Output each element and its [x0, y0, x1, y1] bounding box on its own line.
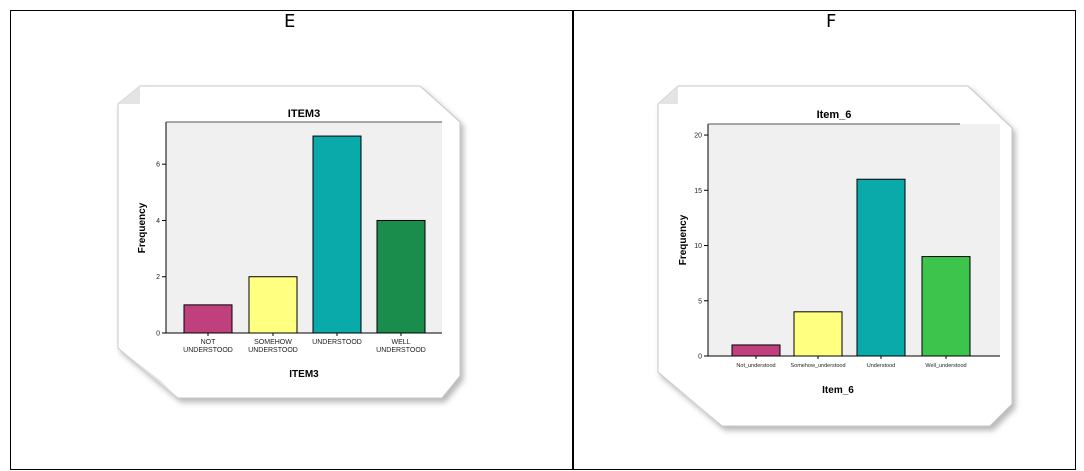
chart-e: ITEM3 Frequency ITEM3 0 2 4 6 NOT UNDERSTOOD… — [117, 85, 461, 399]
chart-e-category-label: SOMEHOW UNDERSTOOD — [248, 339, 298, 354]
chart-e-corner-tl — [118, 86, 140, 104]
chart-e-corner-br — [118, 348, 178, 398]
chart-e-ytick-label: 4 — [156, 218, 160, 225]
chart-f-category-label: Not_understood — [736, 363, 775, 369]
chart-f-category-label: Somehow_understood — [790, 363, 845, 369]
chart-f-bar — [856, 178, 906, 357]
panel-label-f: F — [826, 11, 837, 32]
table-divider — [572, 11, 574, 469]
chart-f-xlabel: Item_6 — [822, 385, 854, 396]
chart-f-bar — [793, 311, 843, 357]
chart-f-bar — [731, 344, 781, 357]
chart-f-corner-tl — [658, 86, 678, 104]
chart-e-bar — [312, 135, 362, 334]
chart-f-ytick-label: 5 — [698, 298, 702, 305]
chart-e-bar — [376, 219, 426, 334]
chart-e-ytick-label: 6 — [156, 162, 160, 169]
chart-f: Item_6 Frequency Item_6 0 5 10 15 20 Not_und… — [657, 85, 1013, 427]
chart-f-ytick-label: 0 — [698, 354, 702, 361]
chart-f-title: Item_6 — [817, 109, 852, 121]
panel-label-e: E — [284, 11, 296, 32]
chart-e-category-label: NOT UNDERSTOOD — [183, 339, 233, 354]
chart-e-ytick-label: 2 — [156, 274, 160, 281]
chart-e-category-label: UNDERSTOOD — [312, 339, 362, 346]
chart-e-bar — [183, 304, 233, 334]
chart-f-bar — [921, 256, 971, 357]
chart-f-category-label: Understood — [867, 363, 895, 369]
chart-e-xlabel: ITEM3 — [289, 369, 319, 380]
chart-f-ytick-label: 20 — [694, 133, 702, 140]
chart-e-category-label: WELL UNDERSTOOD — [376, 339, 426, 354]
chart-f-corner-br — [658, 372, 722, 426]
chart-f-ylabel: Frequency — [678, 214, 689, 265]
figure-table — [10, 10, 1076, 470]
chart-f-category-label: Well_understood — [925, 363, 966, 369]
chart-f-ytick-label: 10 — [694, 243, 702, 250]
chart-e-title: ITEM3 — [288, 108, 320, 120]
chart-e-ytick-label: 0 — [156, 331, 160, 338]
chart-e-bar — [248, 276, 298, 334]
chart-f-ytick-label: 15 — [694, 188, 702, 195]
chart-e-ylabel: Frequency — [137, 202, 148, 253]
